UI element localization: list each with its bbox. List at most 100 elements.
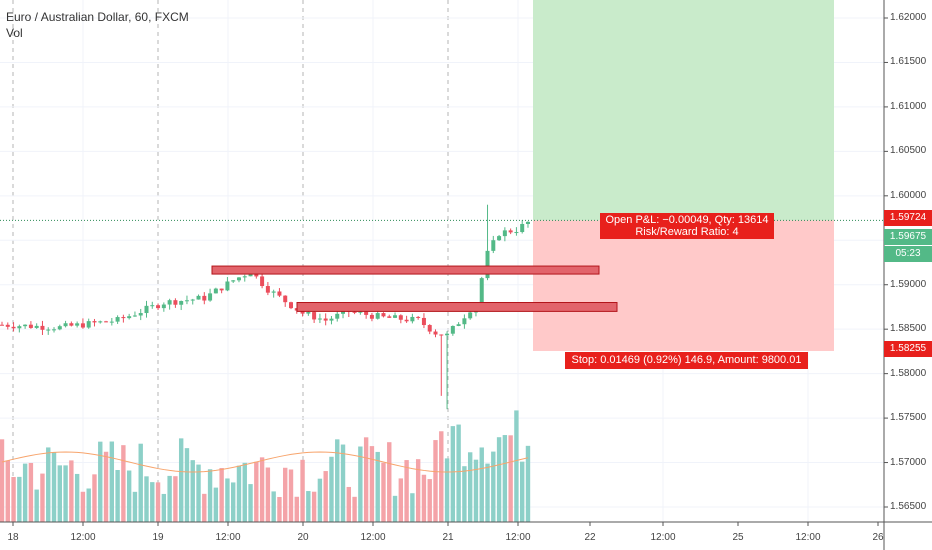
volume-bar [271, 491, 276, 522]
time-tick-label: 19 [152, 532, 164, 543]
candle-body [271, 291, 276, 293]
volume-bar [525, 445, 531, 522]
time-tick-label: 21 [442, 532, 454, 543]
volume-bar [86, 488, 91, 522]
candle-body [5, 324, 10, 327]
volume-bar [462, 466, 467, 522]
candle-body [69, 323, 74, 326]
candle-body [514, 232, 519, 234]
volume-bar [173, 476, 178, 522]
candle-body [213, 288, 218, 294]
candle-body [450, 325, 455, 334]
candle-body [196, 295, 201, 300]
stop-info-label[interactable]: Stop: 0.01469 (0.92%) 146.9, Amount: 980… [565, 352, 808, 369]
price-tick-label: 1.58500 [890, 323, 927, 335]
candle-body [190, 299, 195, 301]
price-tick-label: 1.58000 [890, 367, 927, 379]
candle-body [52, 329, 57, 331]
candle-body [508, 230, 513, 233]
symbol-title[interactable]: Euro / Australian Dollar, 60, FXCM [6, 10, 189, 24]
candle-body [75, 323, 80, 326]
candle-body [462, 318, 467, 325]
candle-body [497, 236, 502, 241]
volume-bar [363, 437, 369, 522]
price-tick-label: 1.57000 [890, 456, 927, 468]
volume-bar [277, 496, 282, 522]
candle-body [260, 276, 265, 287]
volume-bar [306, 491, 311, 522]
volume-bar [392, 495, 398, 522]
volume-bar [508, 435, 513, 522]
candle-body [335, 313, 340, 319]
volume-bar [22, 463, 28, 522]
volume-indicator-label[interactable]: Vol [6, 26, 23, 40]
candle-body [323, 318, 328, 321]
price-tick-label: 1.59000 [890, 278, 927, 290]
candle-body [219, 288, 224, 291]
volume-bar [421, 474, 427, 522]
volume-bar [103, 451, 109, 522]
volume-bar [335, 439, 340, 522]
volume-bar [80, 491, 86, 522]
volume-bar [352, 496, 357, 522]
candle-body [277, 291, 282, 296]
candle-body [358, 311, 363, 313]
candle-body [132, 315, 137, 317]
candle-body [468, 312, 473, 319]
time-tick-label: 18 [7, 532, 19, 543]
volume-bar [184, 448, 190, 522]
candle-body [300, 310, 305, 314]
volume-bar [265, 467, 271, 522]
volume-bar [444, 458, 450, 522]
candle-body [121, 317, 126, 319]
volume-bar [132, 491, 138, 522]
volume-bar [467, 452, 473, 522]
volume-bar [213, 487, 219, 522]
candle-body [161, 304, 166, 309]
price-tick-label: 1.56500 [890, 501, 927, 512]
candle-body [0, 324, 4, 326]
volume-bar [415, 459, 421, 522]
volume-bar [479, 447, 484, 522]
candle-body [525, 221, 530, 224]
volume-bar [248, 484, 253, 522]
volume-bar [358, 446, 363, 522]
volume-bar [11, 476, 16, 522]
volume-bar [496, 437, 502, 522]
candle-body [387, 316, 392, 318]
volume-bar [231, 482, 236, 522]
volume-bar [34, 489, 39, 522]
volume-bar [473, 459, 479, 522]
volume-bar [28, 462, 34, 522]
loss-zone [533, 220, 834, 351]
candle-body [381, 313, 386, 317]
candle-body [393, 315, 398, 318]
volume-bar [161, 493, 167, 522]
candle-body [369, 314, 374, 319]
candle-body [265, 286, 270, 293]
volume-bar [219, 468, 224, 522]
candle-body [312, 312, 317, 320]
volume-bar [340, 444, 346, 522]
volume-bar [369, 446, 375, 522]
volume-bar [144, 476, 149, 522]
candle-body [375, 313, 380, 319]
candle-body [416, 316, 421, 318]
volume-bar [196, 464, 201, 522]
volume-bar [138, 443, 143, 522]
current-price-label: 1.59675 [884, 229, 932, 245]
volume-bar [439, 431, 444, 522]
candle-body [398, 315, 403, 320]
candle-body [156, 305, 161, 309]
volume-bar [398, 478, 404, 522]
candle-body [63, 323, 68, 327]
candle-body [289, 302, 293, 309]
volume-bar [109, 441, 115, 522]
volume-bar [46, 447, 51, 522]
candle-body [254, 273, 259, 277]
candle-body [520, 223, 525, 233]
candle-body [80, 323, 85, 328]
open-pnl-label[interactable]: Open P&L: −0.00049, Qty: 13614 Risk/Rewa… [600, 213, 774, 239]
volume-bar [410, 493, 415, 522]
